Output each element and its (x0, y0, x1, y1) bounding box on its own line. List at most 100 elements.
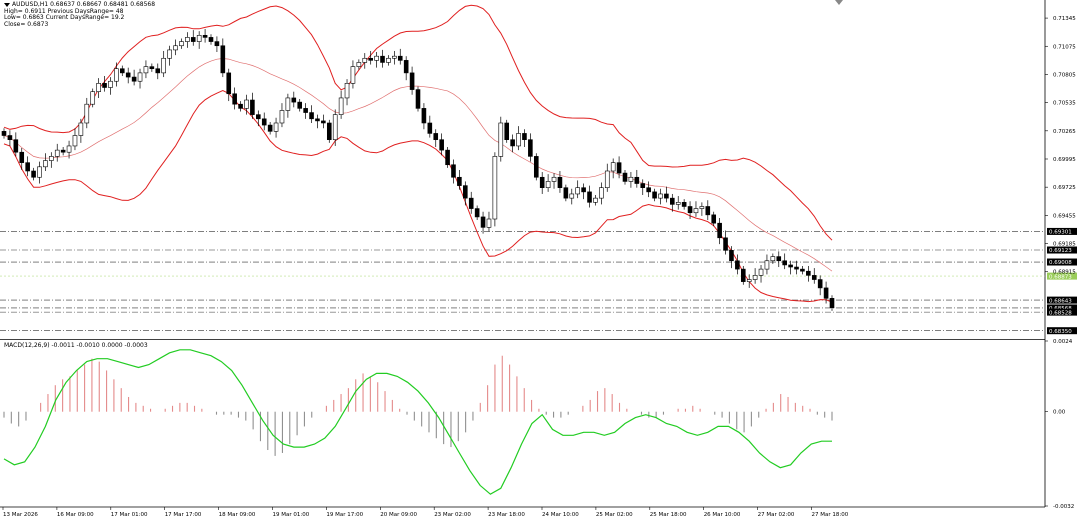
macd-label: MACD(12,26,9) -0.0011 -0.0010 0.0000 -0.… (4, 342, 148, 349)
candle-body (811, 275, 817, 280)
price-tick-label: 0.69725 (1053, 185, 1076, 191)
candle-body (740, 268, 746, 282)
candle (7, 130, 13, 146)
time-tick-label: 19 Mar 17:00 (326, 512, 363, 518)
candle (622, 169, 628, 185)
time-tick-label: 13 Mar 2026 (3, 512, 38, 518)
candle (646, 181, 651, 198)
candle-body (634, 176, 640, 184)
candle-body (581, 187, 586, 193)
candle-body (220, 45, 226, 74)
candle (492, 152, 498, 227)
shift-marker-icon[interactable] (835, 0, 843, 5)
macd-tick-label: -0.0032 (1053, 504, 1074, 510)
candle (415, 86, 421, 112)
candle-body (285, 97, 291, 111)
candle-body (752, 275, 758, 280)
candle (43, 153, 48, 171)
time-axis: 13 Mar 2026 16 Mar 09:00 17 Mar 01:00 17 Ma… (2, 507, 849, 518)
candle (49, 152, 54, 168)
candle-body (291, 97, 297, 103)
candle-body (173, 45, 178, 51)
candle (344, 79, 350, 106)
candle (445, 146, 450, 168)
candle (356, 59, 362, 70)
candle-body (386, 57, 391, 63)
time-tick-label: 23 Mar 02:00 (434, 512, 471, 518)
candle-body (1, 131, 7, 136)
candle-body (96, 83, 101, 92)
candle (37, 161, 42, 184)
candle-body (533, 156, 539, 178)
candle-body (622, 172, 628, 182)
candle (143, 60, 149, 79)
time-tick-label: 27 Mar 02:00 (758, 512, 795, 518)
horizontal-levels: 0.69301 0.69123 0.69008 0.68873 0.68643 0.685… (0, 227, 1077, 335)
candle (332, 109, 338, 146)
time-tick-label: 17 Mar 17:00 (165, 512, 202, 518)
candle-body (114, 68, 119, 82)
candle-body (670, 197, 675, 205)
level-tag: 0.68873 (1047, 272, 1077, 280)
candle-body (433, 133, 439, 140)
candle (66, 140, 72, 159)
candle-body (397, 55, 403, 61)
candle-body (185, 37, 190, 42)
candle (516, 126, 521, 151)
candle (220, 38, 226, 78)
candle-body (451, 164, 456, 178)
price-tick-label: 0.69995 (1053, 157, 1076, 163)
level-tag-bg (1047, 296, 1077, 304)
candle-body (37, 166, 42, 178)
candle-body (823, 287, 829, 299)
candle (102, 76, 107, 92)
candle (498, 116, 504, 162)
candle-body (729, 250, 734, 262)
candle-body (392, 55, 397, 59)
time-tick-label: 25 Mar 02:00 (596, 512, 633, 518)
dropdown-triangle-icon[interactable] (4, 2, 10, 7)
level-tag-bg (1047, 304, 1077, 312)
level-tag-text: 0.69301 (1049, 230, 1072, 236)
candle (131, 69, 137, 86)
level-tag: 0.68528 (1047, 308, 1077, 316)
candle-body (806, 270, 811, 276)
candle-body (309, 112, 314, 120)
candle-body (764, 260, 770, 270)
candle-body (457, 176, 462, 186)
candle-body (350, 66, 356, 84)
candle-body (403, 60, 409, 74)
candle (758, 264, 764, 283)
macd-tick-label: 0.0024 (1053, 339, 1073, 345)
candle (362, 53, 368, 69)
symbol-info: AUDUSD,H1 0.68637 0.68667 0.68481 0.6856… (4, 1, 155, 28)
candle (60, 146, 66, 156)
candle-body (66, 145, 72, 153)
candle-body (273, 122, 279, 132)
candle (397, 48, 403, 65)
candle-body (232, 93, 237, 105)
candle-body (261, 118, 267, 126)
candle (764, 254, 770, 275)
candle (155, 63, 161, 80)
candle (315, 114, 320, 129)
candle-body (770, 256, 776, 262)
candle-body (504, 122, 510, 140)
candle-body (421, 108, 427, 124)
candle-body (179, 41, 184, 47)
candle (581, 183, 586, 200)
macd-axis: 0.0024 0.00 -0.0032 (1045, 339, 1074, 510)
candle-body (267, 124, 273, 132)
candle (78, 118, 84, 143)
candle-body (13, 139, 19, 153)
candle (31, 167, 36, 181)
candle (551, 173, 557, 189)
candle (829, 295, 835, 311)
candle (439, 133, 444, 156)
candle-body (90, 91, 96, 105)
candle-body (108, 80, 113, 88)
candle-body (681, 202, 687, 207)
macd-histogram (3, 355, 833, 456)
level-tag-text: 0.68528 (1049, 310, 1072, 316)
